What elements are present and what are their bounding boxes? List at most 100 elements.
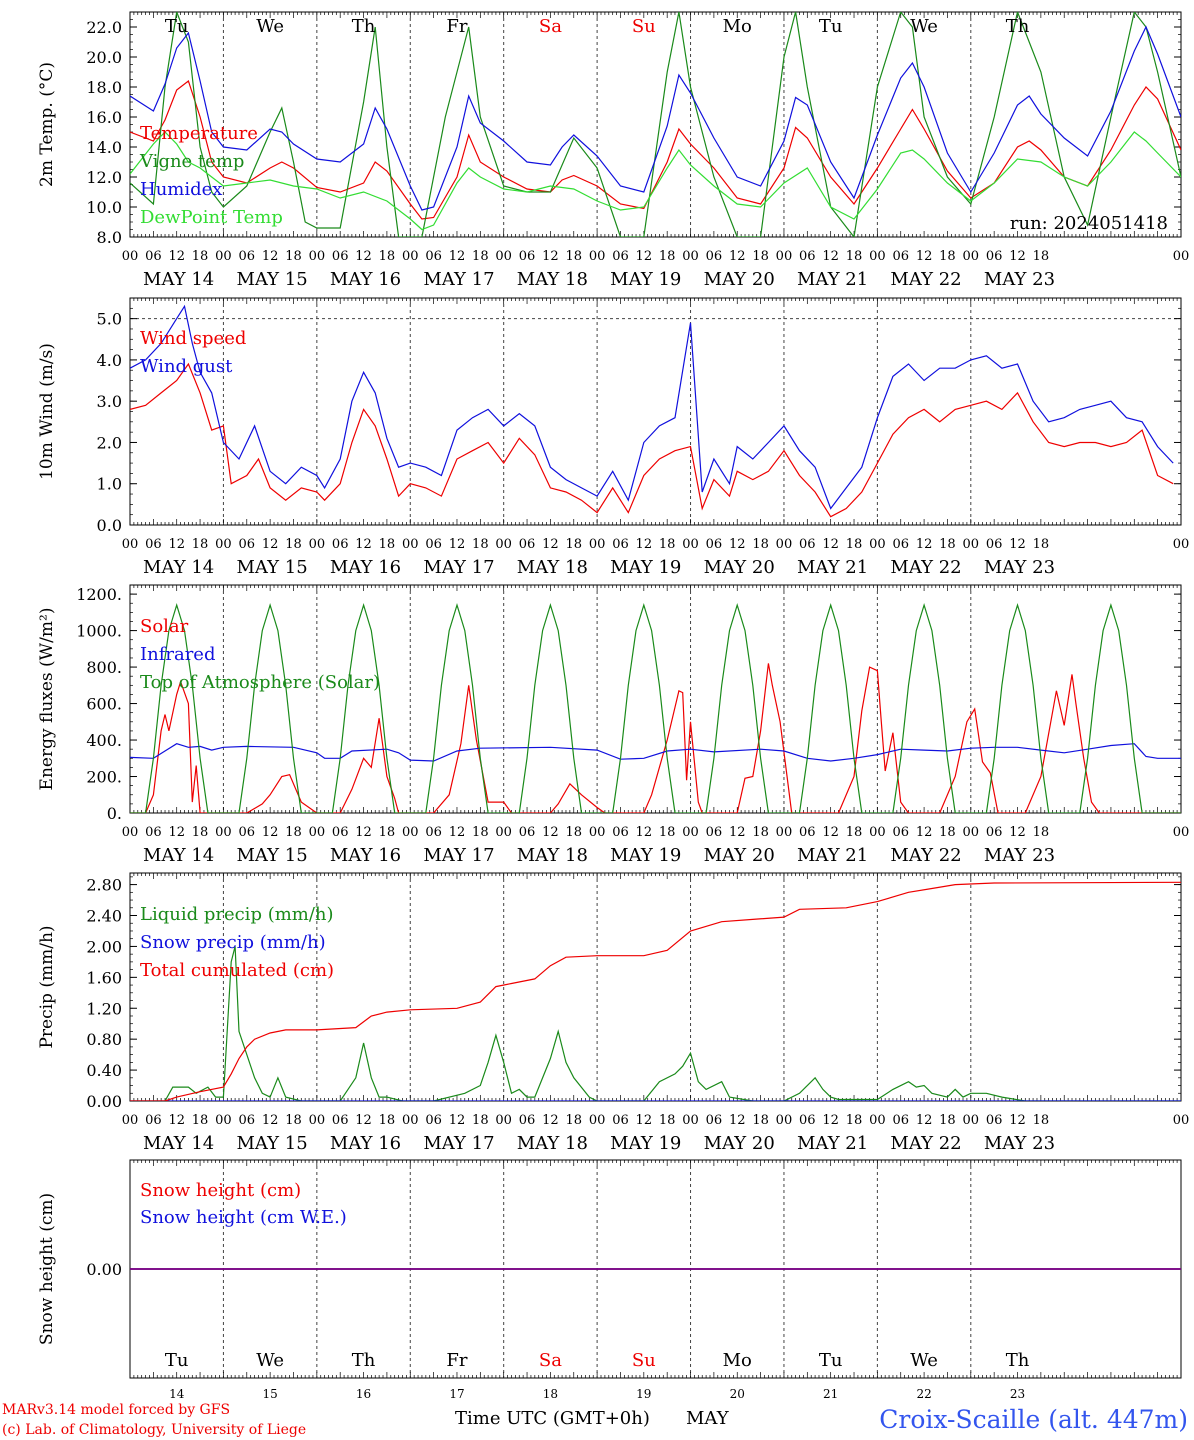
hour-label: 18 <box>1033 825 1050 840</box>
hour-label: 00 <box>495 537 512 552</box>
hour-label: 00 <box>495 1113 512 1128</box>
hour-label: 12 <box>822 825 839 840</box>
hour-label: 06 <box>986 537 1003 552</box>
day-number: 21 <box>823 1387 838 1401</box>
hour-label: 06 <box>519 825 536 840</box>
weekday-label: Fr <box>446 16 467 37</box>
panel-frame <box>129 11 1182 238</box>
hour-label: 18 <box>285 249 302 264</box>
day-number: 23 <box>1010 1387 1025 1401</box>
hour-label: 18 <box>939 249 956 264</box>
hour-label: 18 <box>752 825 769 840</box>
hour-label: 18 <box>565 1113 582 1128</box>
hour-label: 06 <box>706 537 723 552</box>
weekday-label: Mo <box>723 1350 752 1371</box>
date-label: MAY 20 <box>704 557 775 578</box>
y-tick-label: 1.20 <box>86 999 122 1018</box>
hour-label: 18 <box>192 537 209 552</box>
hour-label: 18 <box>472 537 489 552</box>
hour-label: 00 <box>1173 825 1190 840</box>
date-label: MAY 19 <box>610 1133 681 1154</box>
hour-label: 12 <box>168 537 185 552</box>
y-axis-label: Precip (mm/h) <box>37 925 57 1048</box>
date-label: MAY 18 <box>517 1133 588 1154</box>
y-tick-label: 16.0 <box>86 108 122 127</box>
hour-label: 18 <box>565 537 582 552</box>
date-label: MAY 17 <box>423 557 494 578</box>
credit-line-2: (c) Lab. of Climatology, University of L… <box>2 1422 306 1438</box>
y-axis-label: 2m Temp. (°C) <box>37 62 57 187</box>
hour-label: 12 <box>262 537 279 552</box>
y-tick-label: 0.80 <box>86 1030 122 1049</box>
legend-entry: Humidex <box>140 179 222 200</box>
hour-label: 00 <box>776 537 793 552</box>
hour-label: 06 <box>799 537 816 552</box>
hour-label: 06 <box>612 825 629 840</box>
y-axis-label: Snow height (cm) <box>37 1193 57 1345</box>
date-label: MAY 16 <box>330 845 401 866</box>
hour-label: 00 <box>309 1113 326 1128</box>
hour-label: 00 <box>589 249 606 264</box>
hour-label: 00 <box>215 249 232 264</box>
hour-label: 12 <box>542 249 559 264</box>
hour-label: 18 <box>565 249 582 264</box>
hour-label: 18 <box>379 1113 396 1128</box>
weekday-label: Th <box>1006 1350 1030 1371</box>
date-label: MAY 20 <box>704 845 775 866</box>
weekday-label: We <box>256 16 284 37</box>
series-line-1-1 <box>130 80 1181 220</box>
weekday-label: Sa <box>539 16 562 37</box>
hour-label: 18 <box>939 1113 956 1128</box>
hour-label: 18 <box>379 249 396 264</box>
date-label: MAY 23 <box>984 269 1055 290</box>
y-tick-label: 12.0 <box>86 168 122 187</box>
legend-entry: Solar <box>140 616 189 637</box>
hour-label: 06 <box>706 825 723 840</box>
hour-label: 00 <box>682 1113 699 1128</box>
day-number: 14 <box>169 1387 185 1401</box>
series-line-1-2 <box>130 12 1181 237</box>
hour-label: 00 <box>589 1113 606 1128</box>
hour-label: 06 <box>425 825 442 840</box>
hour-label: 18 <box>472 249 489 264</box>
hour-label: 18 <box>192 825 209 840</box>
hour-label: 06 <box>425 249 442 264</box>
y-tick-label: 4.0 <box>97 351 122 370</box>
hour-label: 00 <box>122 537 139 552</box>
hour-label: 18 <box>752 249 769 264</box>
hour-label: 12 <box>168 1113 185 1128</box>
hour-label: 06 <box>519 537 536 552</box>
hour-label: 00 <box>963 249 980 264</box>
hour-label: 00 <box>963 825 980 840</box>
legend-entry: Top of Atmosphere (Solar) <box>140 672 380 693</box>
hour-label: 18 <box>846 537 863 552</box>
hour-label: 18 <box>379 537 396 552</box>
series-line-4-3 <box>130 881 1181 1101</box>
day-number: 18 <box>543 1387 558 1401</box>
x-axis-label: Time UTC (GMT+0h) <box>455 1408 650 1429</box>
hour-label: 12 <box>822 537 839 552</box>
date-label: MAY 15 <box>236 845 307 866</box>
hour-label: 18 <box>939 537 956 552</box>
day-number: 17 <box>449 1387 464 1401</box>
hour-label: 06 <box>799 825 816 840</box>
date-label: MAY 22 <box>890 269 961 290</box>
legend-entry: Snow height (cm W.E.) <box>140 1207 347 1228</box>
weekday-label: We <box>256 1350 284 1371</box>
hour-label: 12 <box>916 1113 933 1128</box>
hour-label: 18 <box>846 249 863 264</box>
hour-label: 18 <box>752 537 769 552</box>
hour-label: 06 <box>612 537 629 552</box>
hour-label: 06 <box>425 537 442 552</box>
hour-label: 12 <box>355 537 372 552</box>
date-label: MAY 22 <box>890 557 961 578</box>
date-label: MAY 14 <box>143 1133 214 1154</box>
hour-label: 00 <box>589 537 606 552</box>
hour-label: 18 <box>1033 537 1050 552</box>
hour-label: 06 <box>799 249 816 264</box>
series-line-1-4 <box>130 131 1181 231</box>
day-number: 22 <box>916 1387 931 1401</box>
weekday-label: Tu <box>819 16 843 37</box>
date-label: MAY 17 <box>423 1133 494 1154</box>
